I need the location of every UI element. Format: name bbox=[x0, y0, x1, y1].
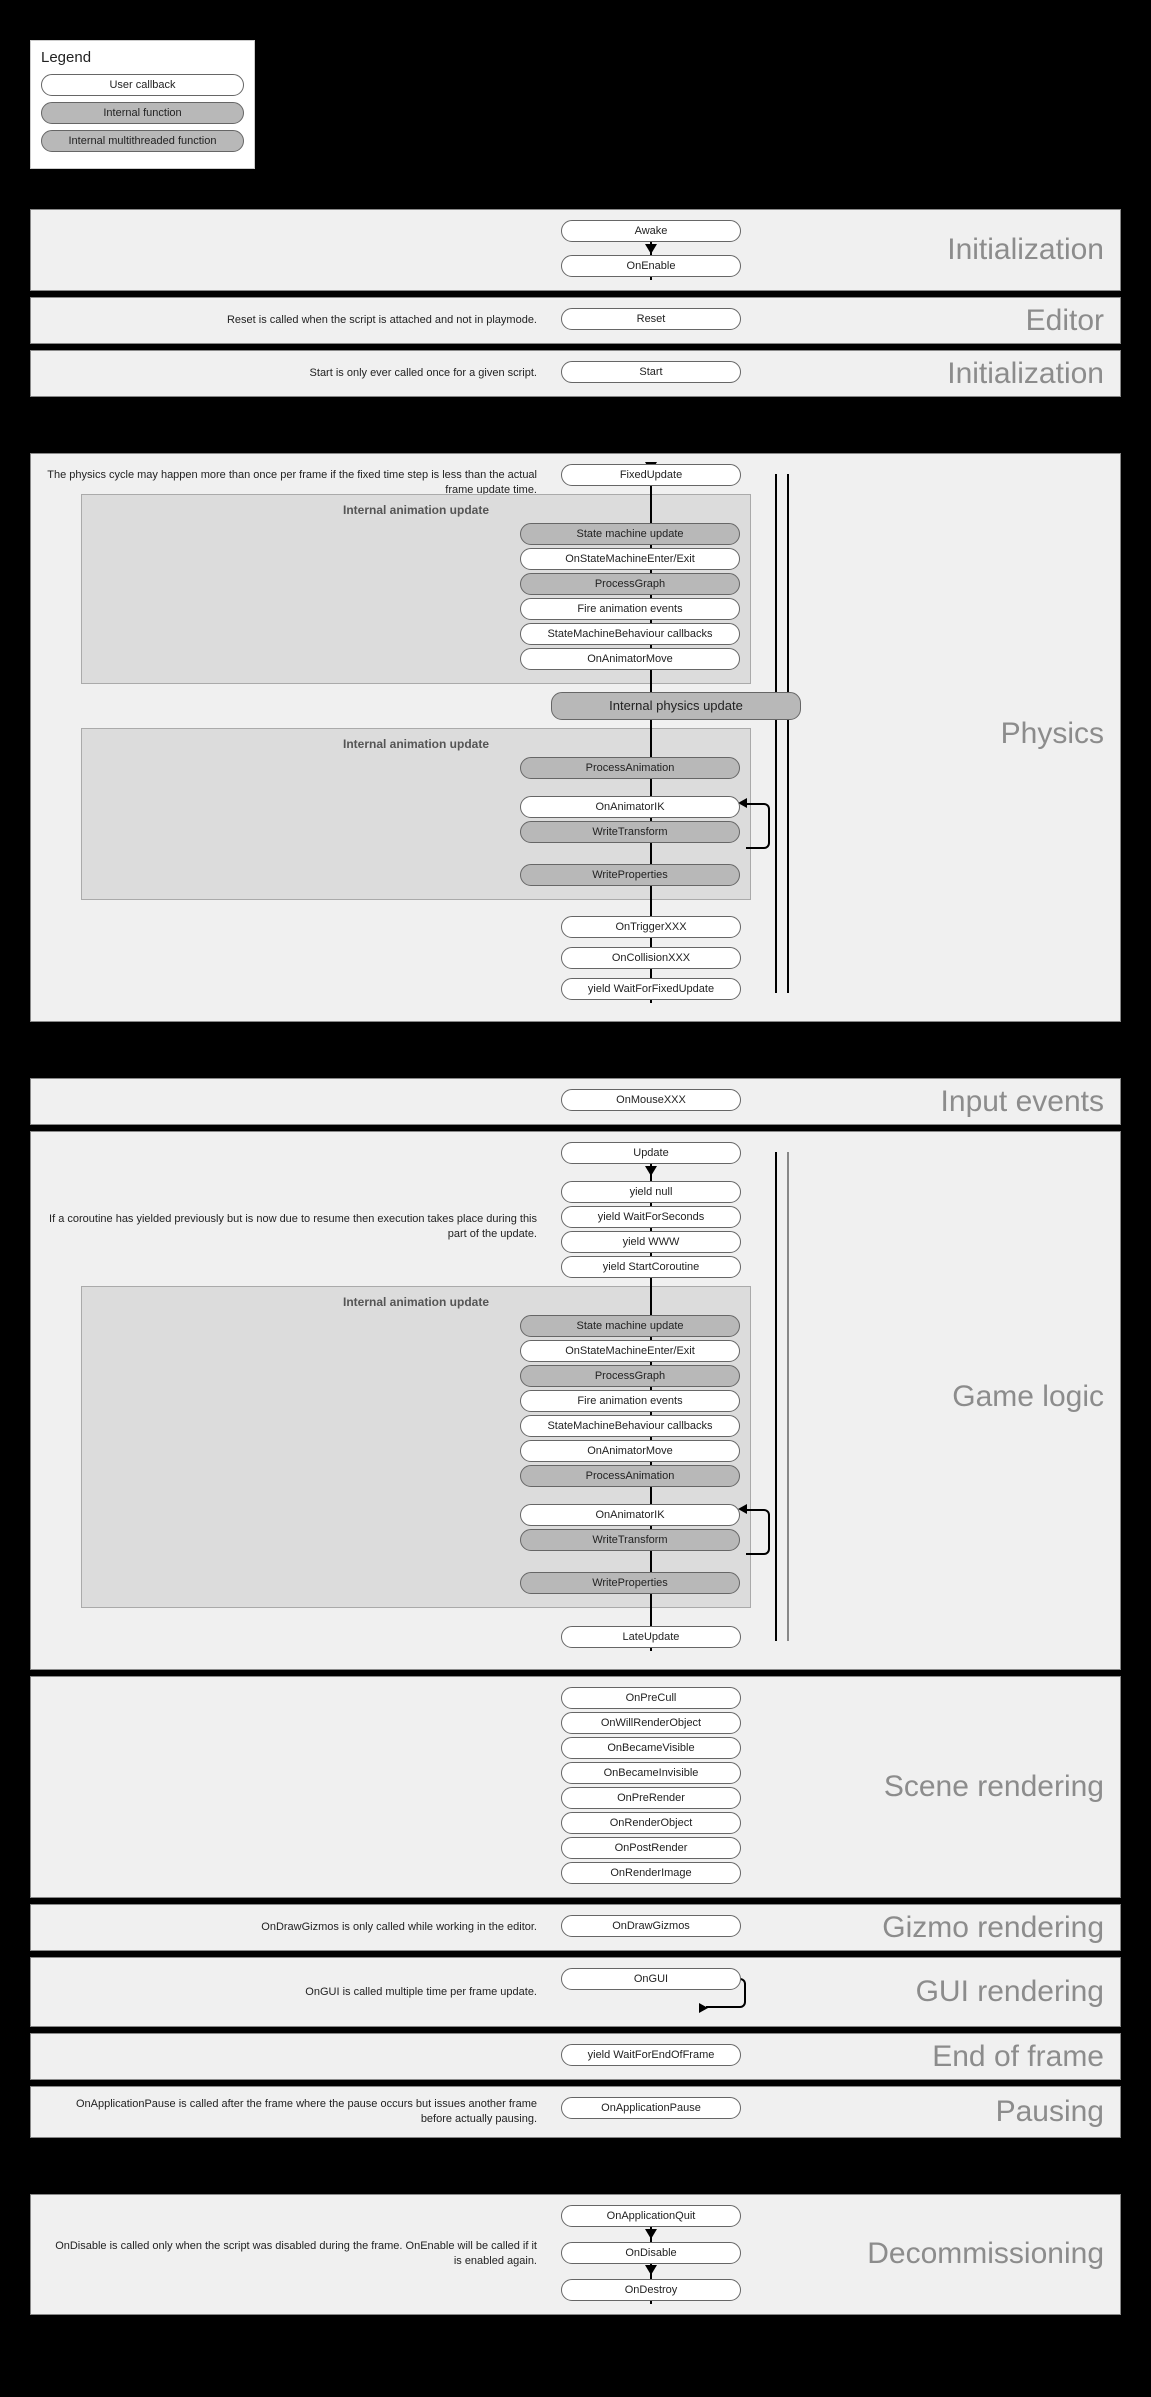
pill-fixedupdate: FixedUpdate bbox=[561, 464, 741, 486]
pill-physics-update: Internal physics update bbox=[551, 692, 801, 720]
subbox-title: Internal animation update bbox=[92, 737, 740, 751]
note-start: Start is only ever called once for a giv… bbox=[45, 366, 537, 381]
pill: OnBecameVisible bbox=[561, 1737, 741, 1759]
pill: OnDisable bbox=[561, 2242, 741, 2264]
pill: OnStateMachineEnter/Exit bbox=[520, 1340, 740, 1362]
pill: State machine update bbox=[520, 1315, 740, 1337]
game-loop-lines bbox=[775, 1152, 815, 1641]
pill: OnAnimatorIK bbox=[520, 796, 740, 818]
section-gui: OnGUI is called multiple time per frame … bbox=[30, 1957, 1121, 2027]
section-title: Decommissioning bbox=[867, 2237, 1104, 2271]
note-yields: If a coroutine has yielded previously bu… bbox=[45, 1212, 537, 1242]
section-title: Input events bbox=[941, 1085, 1104, 1119]
pill: WriteProperties bbox=[520, 1572, 740, 1594]
section-decommissioning: OnDisable is called only when the script… bbox=[30, 2194, 1121, 2315]
note-gui: OnGUI is called multiple time per frame … bbox=[45, 1985, 537, 2000]
pill-eof: yield WaitForEndOfFrame bbox=[561, 2044, 741, 2066]
note-editor: Reset is called when the script is attac… bbox=[45, 313, 537, 328]
pill: WriteTransform bbox=[520, 821, 740, 843]
pill: OnAnimatorIK bbox=[520, 1504, 740, 1526]
subbox-anim-1: Internal animation update State machine … bbox=[81, 494, 751, 684]
pill: ProcessGraph bbox=[520, 1365, 740, 1387]
pill-onmouse: OnMouseXXX bbox=[561, 1089, 741, 1111]
legend-user-callback: User callback bbox=[41, 74, 244, 96]
pill: ProcessAnimation bbox=[520, 757, 740, 779]
pill-lateupdate: LateUpdate bbox=[561, 1626, 741, 1648]
section-eof: yield WaitForEndOfFrame End of frame bbox=[30, 2033, 1121, 2080]
section-initialization-2: Start is only ever called once for a giv… bbox=[30, 350, 1121, 397]
subbox-title: Internal animation update bbox=[92, 1295, 740, 1309]
pill: State machine update bbox=[520, 523, 740, 545]
pill: OnWillRenderObject bbox=[561, 1712, 741, 1734]
pill: yield WaitForFixedUpdate bbox=[561, 978, 741, 1000]
pill-awake: Awake bbox=[561, 220, 741, 242]
pill: StateMachineBehaviour callbacks bbox=[520, 1415, 740, 1437]
pill: OnRenderImage bbox=[561, 1862, 741, 1884]
pill: ProcessAnimation bbox=[520, 1465, 740, 1487]
pill: ProcessGraph bbox=[520, 573, 740, 595]
pill-start: Start bbox=[561, 361, 741, 383]
note-pause: OnApplicationPause is called after the f… bbox=[45, 2097, 537, 2127]
pill: OnPreCull bbox=[561, 1687, 741, 1709]
section-title: Initialization bbox=[947, 233, 1104, 267]
pill: WriteProperties bbox=[520, 864, 740, 886]
section-editor: Reset is called when the script is attac… bbox=[30, 297, 1121, 344]
pill-onenable: OnEnable bbox=[561, 255, 741, 277]
legend-internal-fn: Internal function bbox=[41, 102, 244, 124]
pill: OnDestroy bbox=[561, 2279, 741, 2301]
section-pausing: OnApplicationPause is called after the f… bbox=[30, 2086, 1121, 2138]
pill-reset: Reset bbox=[561, 308, 741, 330]
note-gizmo: OnDrawGizmos is only called while workin… bbox=[45, 1920, 537, 1935]
section-scene-rendering: OnPreCull OnWillRenderObject OnBecameVis… bbox=[30, 1676, 1121, 1898]
physics-loop-lines bbox=[775, 474, 815, 993]
section-title: Physics bbox=[1001, 717, 1104, 751]
legend-internal-mt: Internal multithreaded function bbox=[41, 130, 244, 152]
section-title: Game logic bbox=[952, 1380, 1104, 1414]
pill: yield null bbox=[561, 1181, 741, 1203]
pill: OnPreRender bbox=[561, 1787, 741, 1809]
note-decom: OnDisable is called only when the script… bbox=[45, 2239, 537, 2269]
section-title: Scene rendering bbox=[884, 1770, 1104, 1804]
pill: OnApplicationQuit bbox=[561, 2205, 741, 2227]
pill: WriteTransform bbox=[520, 1529, 740, 1551]
section-physics: The physics cycle may happen more than o… bbox=[30, 453, 1121, 1022]
pill: OnStateMachineEnter/Exit bbox=[520, 548, 740, 570]
loop-arrow-icon bbox=[699, 2003, 708, 2013]
pill-ondrawgizmos: OnDrawGizmos bbox=[561, 1915, 741, 1937]
pill: OnRenderObject bbox=[561, 1812, 741, 1834]
pill: OnCollisionXXX bbox=[561, 947, 741, 969]
legend: Legend User callback Internal function I… bbox=[30, 40, 255, 169]
pill: Fire animation events bbox=[520, 598, 740, 620]
section-game-logic: If a coroutine has yielded previously bu… bbox=[30, 1131, 1121, 1670]
pill: OnPostRender bbox=[561, 1837, 741, 1859]
pill: OnAnimatorMove bbox=[520, 1440, 740, 1462]
pill-update: Update bbox=[561, 1142, 741, 1164]
section-title: Initialization bbox=[947, 357, 1104, 391]
section-title: Editor bbox=[1026, 304, 1104, 338]
section-title: Gizmo rendering bbox=[882, 1911, 1104, 1945]
subbox-title: Internal animation update bbox=[92, 503, 740, 517]
pill: OnAnimatorMove bbox=[520, 648, 740, 670]
pill: Fire animation events bbox=[520, 1390, 740, 1412]
section-input: OnMouseXXX Input events bbox=[30, 1078, 1121, 1125]
pill: OnBecameInvisible bbox=[561, 1762, 741, 1784]
pill-pause: OnApplicationPause bbox=[561, 2097, 741, 2119]
section-gizmo: OnDrawGizmos is only called while workin… bbox=[30, 1904, 1121, 1951]
pill: yield WWW bbox=[561, 1231, 741, 1253]
section-title: Pausing bbox=[996, 2095, 1104, 2129]
legend-title: Legend bbox=[41, 49, 244, 66]
pill: OnTriggerXXX bbox=[561, 916, 741, 938]
section-initialization-1: Awake OnEnable Initialization bbox=[30, 209, 1121, 291]
pill-ongui: OnGUI bbox=[561, 1968, 741, 1990]
section-title: GUI rendering bbox=[916, 1975, 1104, 2009]
section-title: End of frame bbox=[932, 2040, 1104, 2074]
pill: yield StartCoroutine bbox=[561, 1256, 741, 1278]
pill: yield WaitForSeconds bbox=[561, 1206, 741, 1228]
pill: StateMachineBehaviour callbacks bbox=[520, 623, 740, 645]
